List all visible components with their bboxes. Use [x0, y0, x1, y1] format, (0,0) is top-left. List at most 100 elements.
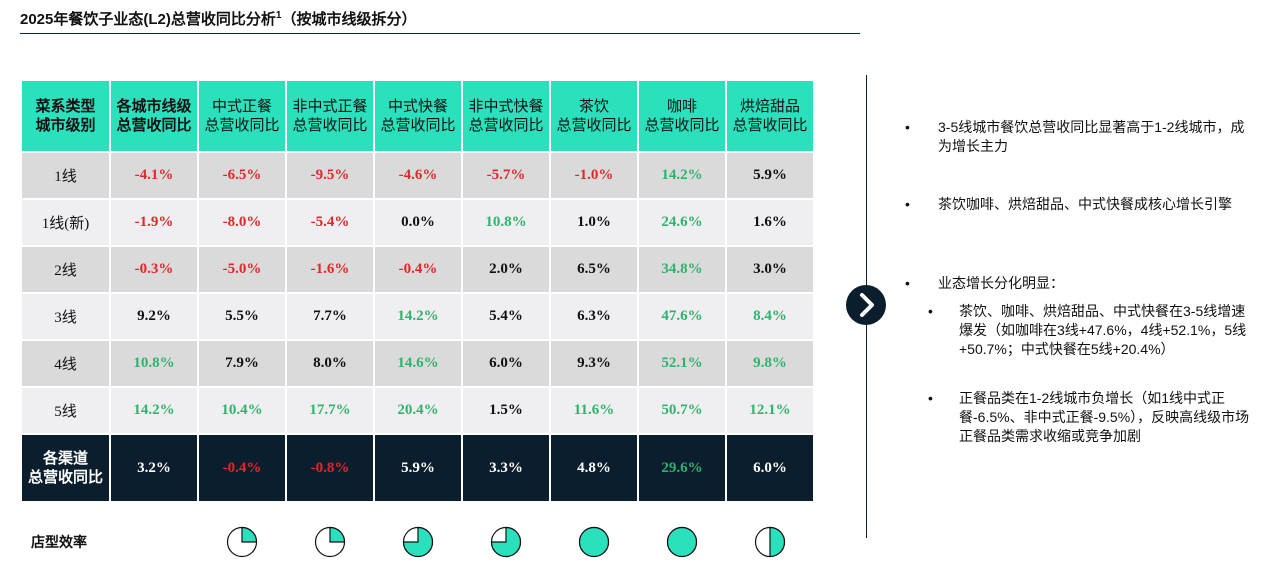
column-header: 非中式正餐总营收同比	[285, 79, 375, 153]
table-row: 3线 9.2% 5.5% 7.7% 14.2% 5.4% 6.3% 47.6% 8.4%	[20, 292, 815, 341]
efficiency-pie-icon	[490, 526, 522, 558]
efficiency-label: 店型效率	[31, 534, 87, 550]
total-row: 各渠道 总营收同比 3.2% -0.4% -0.8% 5.9% 3.3% 4.8% 29.6%…	[20, 433, 815, 503]
page-title: 2025年餐饮子业态(L2)总营收同比分析1（按城市线级拆分）	[20, 10, 417, 28]
growth-value-cell: -1.9%	[109, 198, 199, 247]
total-value-cell: 3.2%	[109, 433, 199, 503]
efficiency-pie-icon	[754, 526, 786, 558]
pie-slice	[241, 526, 258, 543]
growth-value-cell: 9.3%	[549, 339, 639, 388]
title-suffix: （按城市线级拆分）	[281, 11, 417, 28]
pie-slice	[402, 526, 434, 558]
growth-value-cell: -8.0%	[197, 198, 287, 247]
growth-value-cell: 50.7%	[637, 386, 727, 435]
header-line-2: 总营收同比	[292, 117, 368, 134]
header-line-2: 总营收同比	[468, 117, 544, 134]
growth-value-cell: 5.9%	[725, 151, 815, 200]
growth-value-cell: 20.4%	[373, 386, 463, 435]
table-row: 1线(新) -1.9% -8.0% -5.4% 0.0% 10.8% 1.0% 24.6% 1.…	[20, 198, 815, 247]
growth-value-cell: 6.5%	[549, 245, 639, 294]
growth-value-cell: 10.8%	[461, 198, 551, 247]
total-label-line-2: 总营收同比	[27, 469, 103, 486]
growth-value-cell: 1.5%	[461, 386, 551, 435]
growth-value-cell: 52.1%	[637, 339, 727, 388]
total-value-cell: 4.8%	[549, 433, 639, 503]
footnote-marker: 1	[275, 10, 282, 21]
growth-value-cell: 5.4%	[461, 292, 551, 341]
header-line-1: 茶饮	[578, 98, 609, 115]
growth-value-cell: -0.4%	[373, 245, 463, 294]
city-tier-label: 1线(新)	[20, 198, 111, 247]
growth-table: 菜系类型 城市级别 各城市线级 总营收同比 中式正餐 总营收同比 非中式正餐 总营收同比…	[20, 79, 815, 503]
table-row: 2线 -0.3% -5.0% -1.6% -0.4% 2.0% 6.5% 34.8% 3.0%	[20, 245, 815, 294]
growth-value-cell: -5.0%	[197, 245, 287, 294]
bullet-text: 茶饮咖啡、烘焙甜品、中式快餐成核心增长引擎	[938, 196, 1232, 212]
title-underline	[20, 33, 860, 34]
growth-value-cell: -5.4%	[285, 198, 375, 247]
pie-slice	[769, 526, 786, 558]
growth-value-cell: 24.6%	[637, 198, 727, 247]
growth-value-cell: 7.9%	[197, 339, 287, 388]
efficiency-pie-icon	[314, 526, 346, 558]
header-line-1: 各城市线级	[116, 98, 192, 115]
corner-header: 菜系类型 城市级别	[20, 79, 111, 153]
header-line-2: 总营收同比	[380, 117, 456, 134]
column-header: 非中式快餐总营收同比	[461, 79, 551, 153]
growth-value-cell: 3.0%	[725, 245, 815, 294]
growth-value-cell: 2.0%	[461, 245, 551, 294]
city-tier-label: 2线	[20, 245, 111, 294]
efficiency-pie-icon	[578, 526, 610, 558]
column-header: 各城市线级总营收同比	[109, 79, 199, 153]
growth-value-cell: 47.6%	[637, 292, 727, 341]
total-value-cell: 29.6%	[637, 433, 727, 503]
bullet-text: 茶饮、咖啡、烘焙甜品、中式快餐在3-5线增速爆发（如咖啡在3线+47.6%，4线…	[959, 303, 1247, 357]
table-row: 4线 10.8% 7.9% 8.0% 14.6% 6.0% 9.3% 52.1% 9.8%	[20, 339, 815, 388]
growth-value-cell: 1.6%	[725, 198, 815, 247]
growth-value-cell: 9.8%	[725, 339, 815, 388]
header-line-2: 总营收同比	[644, 117, 720, 134]
growth-value-cell: -6.5%	[197, 151, 287, 200]
total-value-cell: -0.4%	[197, 433, 287, 503]
header-line-2: 总营收同比	[556, 117, 632, 134]
growth-value-cell: 10.8%	[109, 339, 199, 388]
column-header: 茶饮 总营收同比	[549, 79, 639, 153]
pie-slice	[490, 526, 522, 558]
header-line-1: 中式快餐	[387, 98, 448, 115]
header-line-1: 咖啡	[666, 98, 697, 115]
column-header: 咖啡 总营收同比	[637, 79, 727, 153]
column-header: 中式正餐 总营收同比	[197, 79, 287, 153]
table-row: 1线 -4.1% -6.5% -9.5% -4.6% -5.7% -1.0% 14.2% 5.9…	[20, 151, 815, 200]
pie-slice	[329, 526, 346, 543]
growth-value-cell: -9.5%	[285, 151, 375, 200]
city-tier-label: 3线	[20, 292, 111, 341]
efficiency-pie-icon	[666, 526, 698, 558]
header-line-1: 烘焙甜品	[739, 98, 800, 115]
header-row: 菜系类型 城市级别 各城市线级 总营收同比 中式正餐 总营收同比 非中式正餐 总营收同比…	[20, 79, 815, 153]
growth-value-cell: 6.0%	[461, 339, 551, 388]
growth-value-cell: 17.7%	[285, 386, 375, 435]
growth-value-cell: 34.8%	[637, 245, 727, 294]
growth-value-cell: 8.4%	[725, 292, 815, 341]
corner-line-2: 城市级别	[35, 117, 96, 134]
growth-value-cell: -1.0%	[549, 151, 639, 200]
growth-value-cell: 9.2%	[109, 292, 199, 341]
growth-value-cell: 10.4%	[197, 386, 287, 435]
total-label-line-1: 各渠道	[42, 450, 88, 467]
efficiency-pie-icon	[402, 526, 434, 558]
header-line-2: 总营收同比	[116, 117, 192, 134]
growth-value-cell: -4.6%	[373, 151, 463, 200]
header-line-1: 非中式正餐	[292, 98, 368, 115]
growth-value-cell: 1.0%	[549, 198, 639, 247]
column-header: 烘焙甜品 总营收同比	[725, 79, 815, 153]
header-line-2: 总营收同比	[732, 117, 808, 134]
header-line-1: 非中式快餐	[468, 98, 544, 115]
growth-value-cell: 14.2%	[109, 386, 199, 435]
bullet-dot: •	[928, 303, 933, 319]
city-tier-label: 4线	[20, 339, 111, 388]
table-row: 5线 14.2% 10.4% 17.7% 20.4% 1.5% 11.6% 50.7% 12.1…	[20, 386, 815, 435]
city-tier-label: 1线	[20, 151, 111, 200]
bullet-dot: •	[905, 119, 910, 135]
growth-value-cell: 14.2%	[373, 292, 463, 341]
column-header: 中式快餐 总营收同比	[373, 79, 463, 153]
header-line-2: 总营收同比	[204, 117, 280, 134]
